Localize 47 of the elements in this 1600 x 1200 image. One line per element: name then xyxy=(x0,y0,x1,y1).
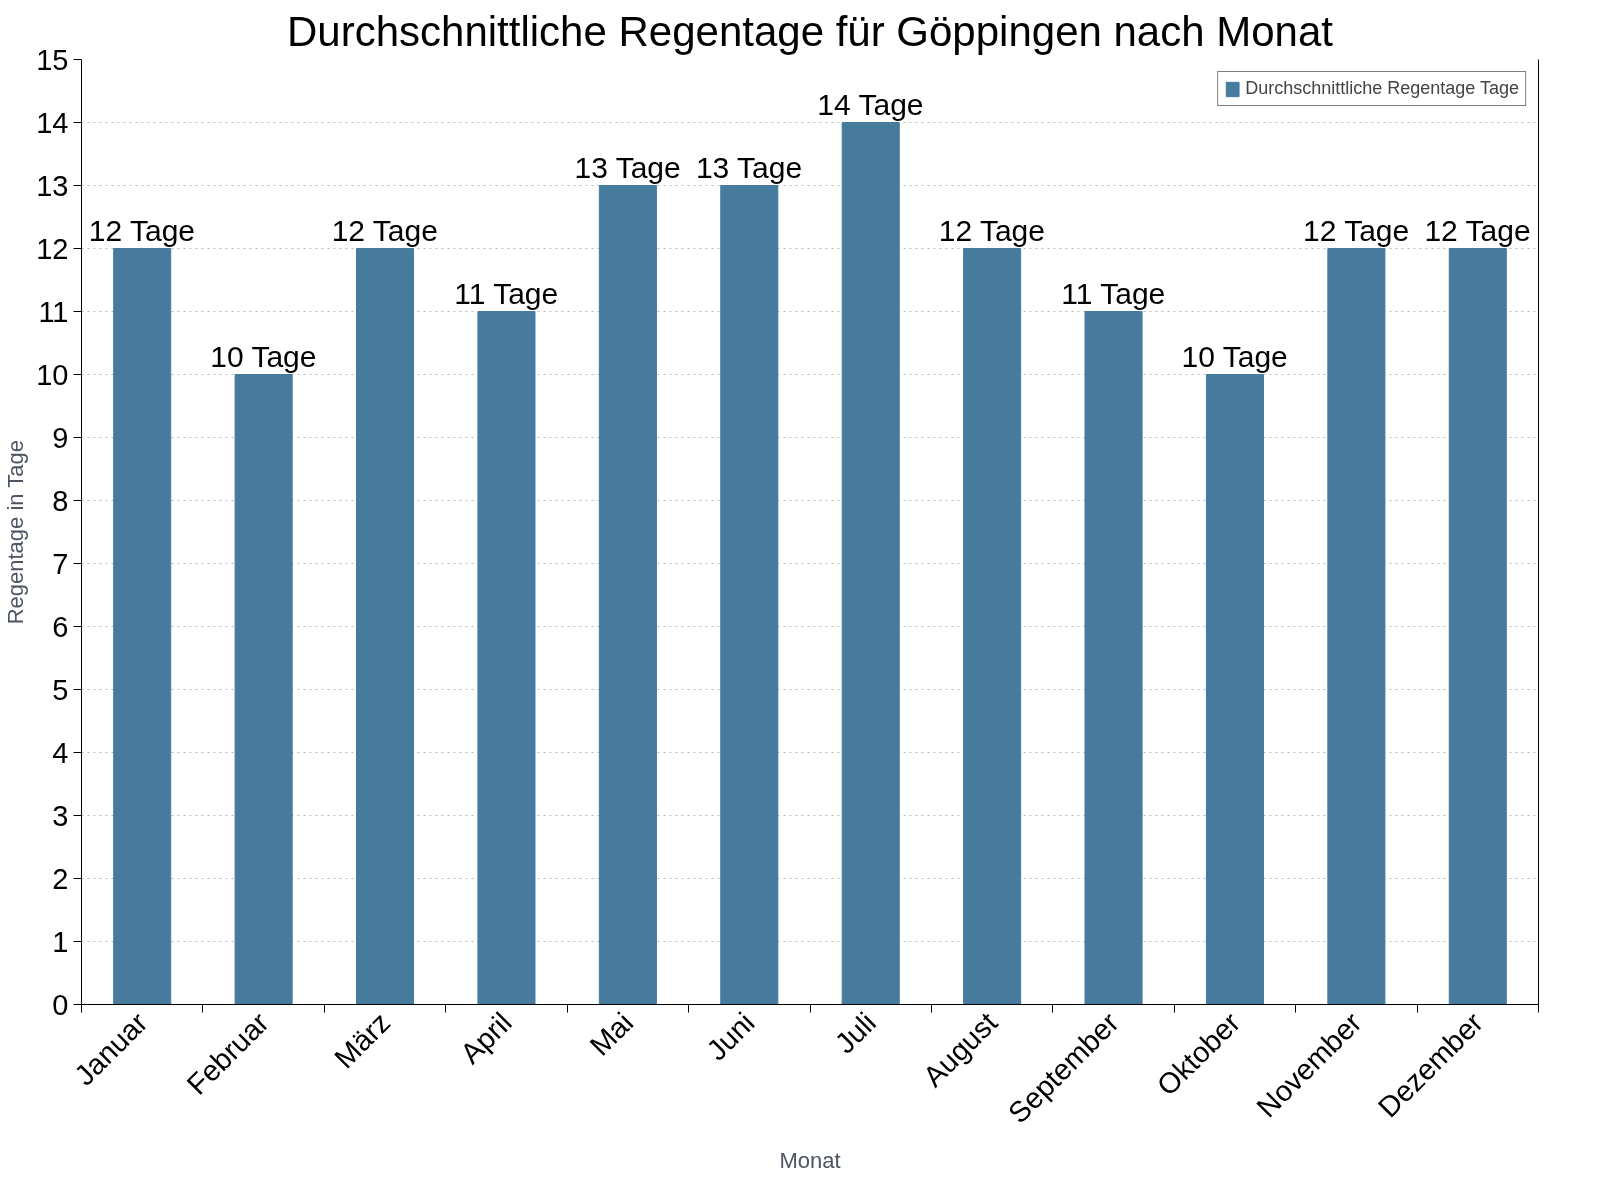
chart-title: Durchschnittliche Regentage für Göppingen nach Monat xyxy=(287,7,1334,55)
y-axis-title: Regentage in Tage xyxy=(3,440,29,625)
legend-label: Durchschnittliche Regentage Tage xyxy=(1245,78,1519,99)
x-tick-label: Juni xyxy=(700,1006,761,1067)
data-label: 12 Tage xyxy=(1303,213,1410,247)
bar xyxy=(234,374,293,1005)
y-tick-label: 7 xyxy=(52,547,69,580)
y-tick-label: 14 xyxy=(36,106,69,139)
data-label: 11 Tage xyxy=(1061,276,1166,310)
y-tick-label: 2 xyxy=(52,862,69,895)
data-label: 13 Tage xyxy=(574,150,681,184)
data-label: 12 Tage xyxy=(1424,213,1531,247)
y-tick-label: 3 xyxy=(52,799,69,832)
data-label: 12 Tage xyxy=(88,213,196,247)
x-tick-label: Juli xyxy=(828,1006,883,1060)
data-label: 13 Tage xyxy=(695,150,803,184)
bar xyxy=(113,248,172,1005)
data-label: 12 Tage xyxy=(331,213,438,247)
data-label: 12 Tage xyxy=(938,213,1045,247)
bar xyxy=(841,122,900,1005)
x-axis-title: Monat xyxy=(779,1148,841,1174)
bar xyxy=(1205,374,1264,1005)
y-tick-label: 10 xyxy=(36,358,69,391)
bar xyxy=(1084,311,1143,1005)
y-tick-label: 15 xyxy=(36,43,69,76)
data-label: 11 Tage xyxy=(454,276,559,310)
bar xyxy=(1327,248,1386,1005)
y-tick-label: 6 xyxy=(52,610,69,643)
y-tick-label: 1 xyxy=(52,925,69,958)
bar xyxy=(356,248,415,1005)
y-tick-label: 13 xyxy=(36,169,69,202)
bar xyxy=(598,185,657,1005)
y-tick-label: 9 xyxy=(52,421,69,454)
y-tick-label: 12 xyxy=(36,232,69,265)
x-tick-label: Mai xyxy=(583,1006,640,1062)
bar xyxy=(720,185,779,1005)
data-label: 14 Tage xyxy=(817,87,924,121)
y-tick-label: 5 xyxy=(52,673,69,706)
y-tick-label: 4 xyxy=(52,736,69,769)
y-tick-label: 0 xyxy=(52,988,69,1021)
data-label: 10 Tage xyxy=(1181,339,1288,373)
bar xyxy=(477,311,536,1005)
bar xyxy=(963,248,1022,1005)
data-label: 10 Tage xyxy=(210,339,317,373)
y-tick-label: 11 xyxy=(38,295,69,328)
y-tick-label: 8 xyxy=(52,484,69,517)
bar xyxy=(1448,248,1507,1005)
